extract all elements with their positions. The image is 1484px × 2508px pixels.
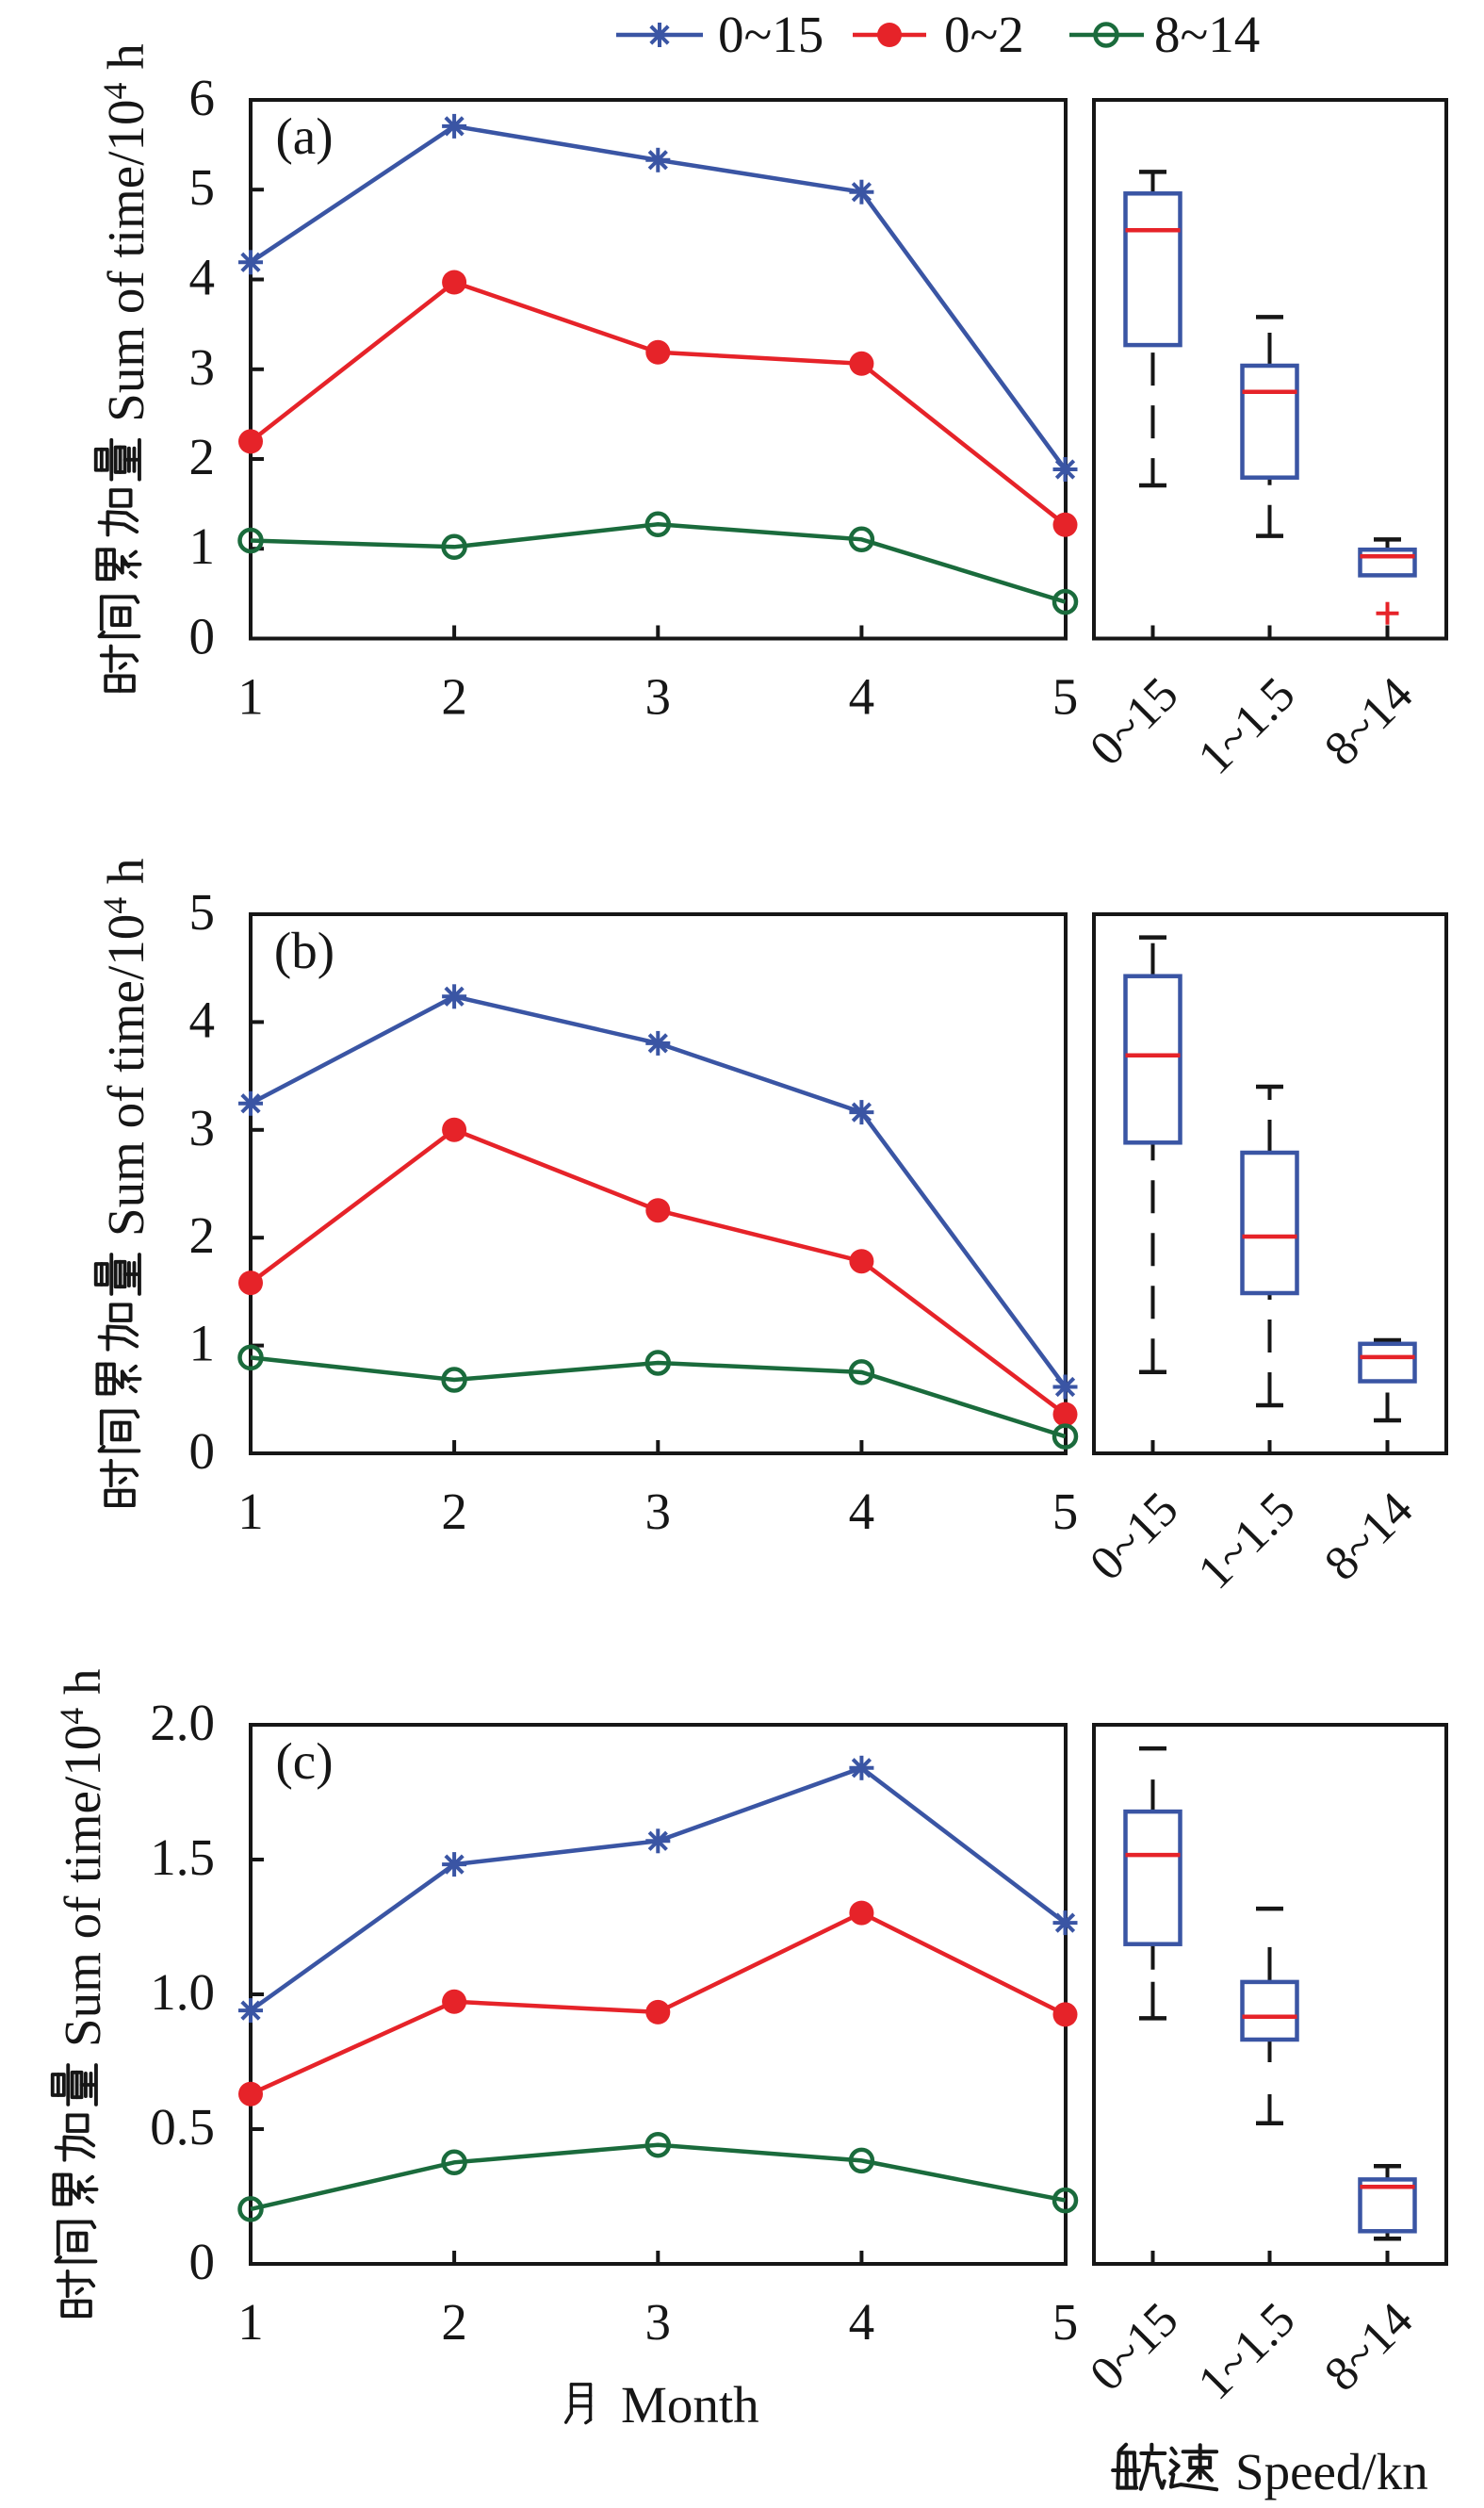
svg-text:1: 1 (237, 2293, 264, 2351)
svg-text:6: 6 (189, 69, 216, 126)
svg-text:1: 1 (237, 668, 264, 726)
svg-text:(c): (c) (275, 1732, 333, 1790)
svg-text:0~2: 0~2 (944, 6, 1024, 63)
svg-text:0: 0 (189, 1422, 216, 1480)
svg-text:2.0: 2.0 (150, 1694, 215, 1751)
svg-text:3: 3 (645, 1483, 672, 1540)
svg-text:3: 3 (645, 668, 672, 726)
svg-text:1.5: 1.5 (150, 1828, 215, 1886)
svg-text:4: 4 (189, 991, 216, 1048)
svg-text:3: 3 (645, 2293, 672, 2351)
svg-text:2: 2 (189, 1206, 216, 1264)
svg-text:2: 2 (441, 668, 467, 726)
svg-text:8~14: 8~14 (1154, 6, 1260, 63)
svg-text:0~15: 0~15 (718, 6, 824, 63)
svg-text:0.5: 0.5 (150, 2098, 215, 2156)
svg-text:5: 5 (1052, 1483, 1079, 1540)
svg-text:5: 5 (189, 883, 216, 941)
svg-text:1: 1 (189, 517, 216, 575)
svg-text:(a): (a) (275, 107, 333, 165)
svg-text:3: 3 (189, 338, 216, 396)
svg-text:5: 5 (1052, 2293, 1079, 2351)
svg-text:3: 3 (189, 1099, 216, 1156)
svg-text:(b): (b) (274, 922, 334, 979)
svg-text:5: 5 (189, 158, 216, 216)
svg-text:2: 2 (189, 428, 216, 485)
svg-text:4: 4 (849, 1483, 875, 1540)
svg-text:2: 2 (441, 1483, 467, 1540)
svg-text:Sum of time/104 h: Sum of time/104 h (96, 859, 155, 1237)
svg-text:5: 5 (1052, 668, 1079, 726)
svg-text:Month: Month (621, 2376, 759, 2434)
svg-text:1: 1 (237, 1483, 264, 1540)
svg-text:4: 4 (189, 249, 216, 306)
svg-text:4: 4 (849, 2293, 875, 2351)
svg-text:1: 1 (189, 1315, 216, 1372)
svg-text:4: 4 (849, 668, 875, 726)
svg-text:0: 0 (189, 2233, 216, 2290)
svg-text:Speed/kn: Speed/kn (1235, 2443, 1428, 2500)
svg-text:0: 0 (189, 608, 216, 665)
svg-text:Sum of time/104 h: Sum of time/104 h (96, 43, 155, 421)
svg-text:Sum of time/104 h: Sum of time/104 h (53, 1669, 111, 2047)
svg-text:1.0: 1.0 (150, 1963, 215, 2021)
svg-text:2: 2 (441, 2293, 467, 2351)
